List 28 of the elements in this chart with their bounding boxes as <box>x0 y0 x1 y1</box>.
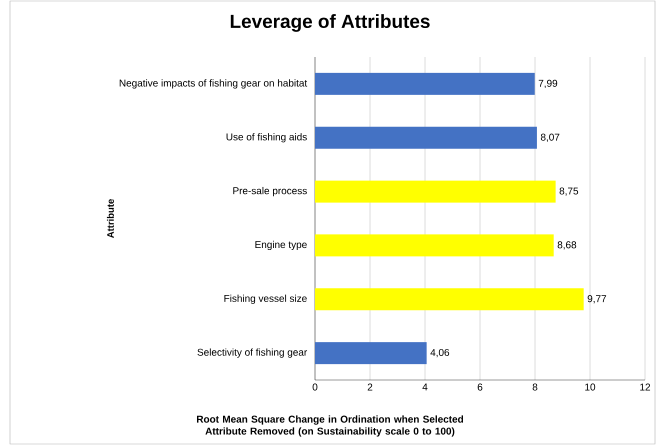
x-tick-label: 4 <box>422 384 428 390</box>
bar <box>315 288 584 310</box>
x-tick-label: 8 <box>532 384 538 391</box>
data-label: 4,06 <box>430 348 450 358</box>
x-tick-label: 0 <box>312 384 318 391</box>
data-label: 9,77 <box>588 295 606 304</box>
data-label: 8,75 <box>560 187 578 196</box>
chart-title: Leverage of Attributes <box>230 14 430 32</box>
y-tick-label: Use of fishing aids <box>226 133 307 142</box>
y-tick-label: Engine type <box>255 240 307 250</box>
data-label: 8,68 <box>558 241 576 250</box>
y-axis-title: Attribute <box>106 199 114 238</box>
x-tick-label: 10 <box>585 384 596 391</box>
bar <box>315 234 554 256</box>
data-label: 8,07 <box>540 134 560 142</box>
bar <box>315 72 535 95</box>
bar <box>315 126 537 149</box>
y-tick-label: Selectivity of fishing gear <box>197 348 308 358</box>
x-tick-label: 6 <box>478 384 482 391</box>
y-tick-label: Pre-sale process <box>233 186 307 196</box>
bar <box>315 342 427 364</box>
x-axis-title: Root Mean Square Change in Ordination when Selected Attribute Removed (on Sustainability scale 0 to 100) <box>196 415 464 437</box>
data-label: 7,99 <box>538 80 558 88</box>
bar <box>315 180 556 203</box>
y-tick-label: Fishing vessel size <box>224 294 307 304</box>
x-tick-label: 2 <box>368 384 372 390</box>
y-tick-label: Negative impacts of fishing gear on habitat <box>120 79 308 89</box>
x-tick-label: 12 <box>640 384 650 390</box>
